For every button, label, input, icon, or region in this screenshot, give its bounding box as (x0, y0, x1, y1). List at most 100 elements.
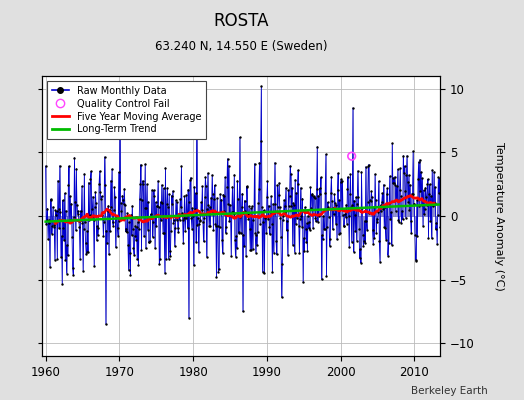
Point (110, 184, 118, 190)
Point (140, 204, 149, 211)
Point (403, 178, 412, 185)
Point (209, 190, 217, 197)
Point (240, 243, 248, 250)
Point (62, 208, 70, 214)
Point (41, 163, 50, 169)
Point (411, 256, 420, 263)
Point (162, 201, 171, 208)
Point (364, 198, 372, 205)
Point (54, 206, 63, 212)
Point (222, 230, 230, 236)
Point (304, 212, 312, 219)
Point (250, 213, 258, 219)
Point (155, 204, 163, 210)
Point (169, 220, 178, 226)
Point (187, 214, 195, 221)
Point (410, 201, 418, 207)
Point (299, 279, 307, 286)
Point (254, 200, 263, 206)
Point (256, 220, 264, 227)
Point (140, 233, 148, 239)
Point (90, 217, 98, 223)
Point (247, 246, 256, 253)
Point (148, 187, 156, 193)
Point (74, 218, 83, 224)
Point (291, 176, 299, 183)
Point (151, 199, 160, 205)
Point (288, 184, 296, 191)
Point (357, 260, 365, 266)
Point (415, 202, 423, 209)
Point (235, 228, 243, 235)
Point (436, 224, 444, 230)
Point (197, 199, 205, 206)
Point (326, 236, 334, 242)
Point (318, 276, 326, 282)
Point (414, 175, 422, 182)
Point (196, 216, 205, 223)
Point (126, 272, 135, 278)
Point (369, 241, 377, 247)
Point (246, 247, 255, 254)
Point (334, 231, 343, 238)
Point (77, 208, 85, 214)
Point (47, 197, 56, 204)
Point (274, 204, 282, 210)
Point (323, 199, 332, 206)
Point (74, 208, 82, 214)
Point (382, 236, 390, 243)
Point (218, 237, 226, 244)
Point (132, 237, 140, 243)
Point (107, 204, 116, 210)
Point (430, 200, 439, 206)
Point (116, 200, 125, 206)
Point (426, 218, 434, 224)
Point (277, 294, 286, 300)
Point (304, 225, 313, 232)
Point (372, 230, 380, 236)
Point (102, 228, 111, 234)
Point (223, 184, 231, 190)
Point (248, 246, 257, 253)
Point (167, 228, 175, 234)
Point (109, 222, 117, 229)
Point (395, 219, 403, 225)
Point (295, 250, 303, 256)
Point (438, 187, 446, 194)
Point (145, 238, 154, 245)
Point (294, 223, 303, 229)
Point (241, 208, 249, 214)
Point (257, 138, 265, 145)
Point (204, 170, 212, 176)
Point (360, 238, 368, 244)
Point (158, 200, 167, 206)
Point (224, 201, 232, 207)
Point (348, 105, 357, 111)
Point (101, 154, 109, 160)
Point (210, 196, 218, 202)
Point (81, 219, 89, 225)
Point (179, 217, 187, 223)
Point (201, 194, 209, 200)
Point (160, 230, 168, 236)
Point (318, 232, 326, 238)
Point (422, 194, 430, 200)
Point (319, 236, 327, 242)
Point (161, 270, 169, 276)
Point (233, 245, 241, 251)
Point (119, 201, 128, 208)
Point (129, 226, 137, 232)
Point (298, 195, 307, 202)
Point (352, 194, 360, 200)
Point (85, 212, 94, 218)
Point (320, 226, 328, 232)
Point (343, 186, 352, 192)
Point (220, 208, 228, 214)
Point (101, 182, 110, 188)
Point (378, 199, 386, 205)
Point (252, 249, 260, 256)
Point (94, 232, 102, 238)
Point (166, 253, 174, 260)
Point (308, 191, 316, 198)
Point (365, 210, 374, 216)
